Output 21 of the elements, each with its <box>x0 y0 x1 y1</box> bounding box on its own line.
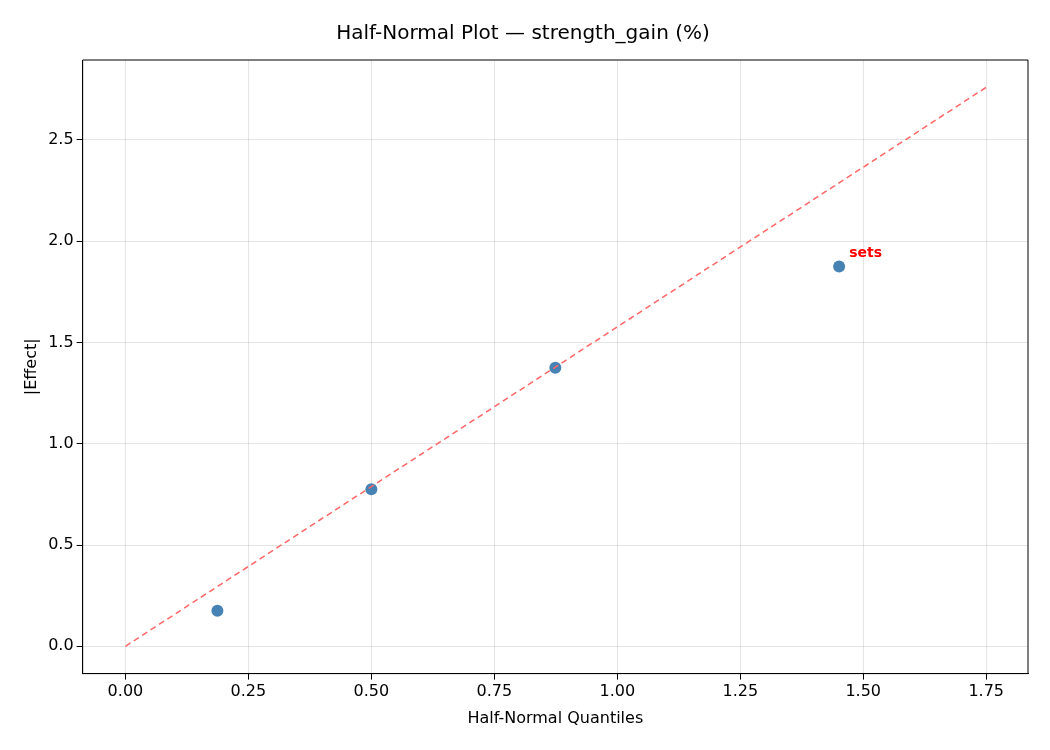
x-tick-label: 1.50 <box>845 681 882 701</box>
annotation: sets <box>849 244 882 261</box>
x-tick-label: 0.00 <box>107 681 144 701</box>
x-axis-title: Half-Normal Quantiles <box>467 707 644 727</box>
point <box>833 260 846 273</box>
point <box>211 604 224 617</box>
y-axis-title: |Effect| <box>20 338 40 396</box>
x-tick-label: 0.75 <box>476 681 513 701</box>
x-tick-label: 0.50 <box>353 681 390 701</box>
x-tick-label: 0.25 <box>230 681 267 701</box>
chart-title: Half-Normal Plot — strength_gain (%) <box>336 20 710 45</box>
y-tick-label: 2.0 <box>48 230 74 250</box>
y-tick-label: 2.5 <box>48 129 74 149</box>
x-tick-label: 1.75 <box>968 681 1004 701</box>
y-tick-label: 0.0 <box>48 635 74 655</box>
x-tick-label: 1.00 <box>599 681 636 701</box>
y-tick-label: 1.5 <box>48 331 74 351</box>
x-tick-label: 1.25 <box>722 681 759 701</box>
y-tick-label: 1.0 <box>48 432 74 452</box>
point <box>365 483 378 496</box>
y-tick-label: 0.5 <box>48 534 74 554</box>
